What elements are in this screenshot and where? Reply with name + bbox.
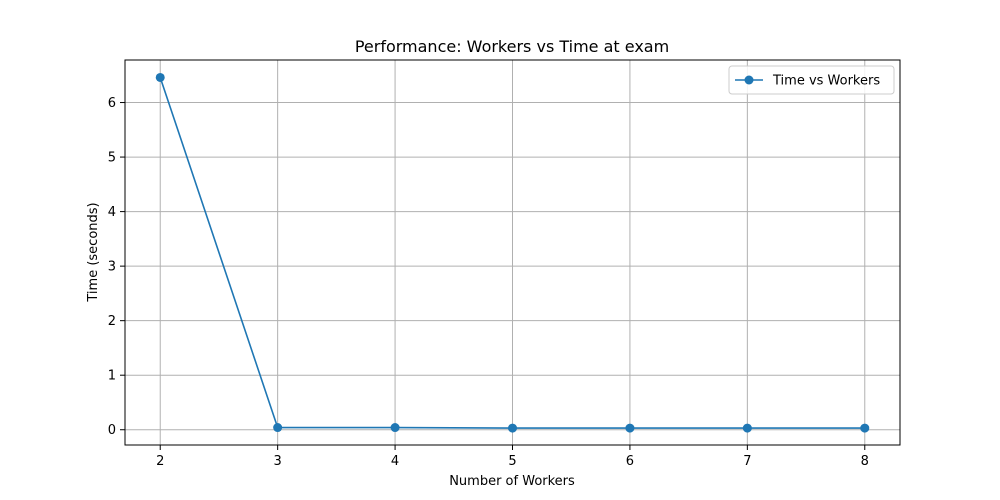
data-point [390, 423, 400, 433]
legend-marker [744, 75, 754, 85]
axis-ticks: 2 3 4 5 6 7 8 0 1 2 3 4 5 6 [108, 96, 869, 469]
data-point [742, 423, 752, 433]
legend-box [728, 65, 895, 95]
legend-label: Time vs Workers [772, 74, 880, 89]
x-tick-label: 8 [861, 454, 869, 469]
y-tick-label: 2 [108, 314, 116, 329]
x-tick-label: 6 [626, 454, 634, 469]
x-axis-label: Number of Workers [449, 474, 575, 489]
y-tick-label: 4 [108, 205, 116, 220]
plot-frame [124, 59, 901, 446]
x-tick-label: 2 [156, 454, 164, 469]
data-point [625, 423, 635, 433]
x-tick-label: 5 [508, 454, 516, 469]
y-tick-label: 0 [108, 423, 116, 438]
data-point [508, 423, 517, 433]
series-layer [155, 72, 870, 433]
data-point [860, 423, 870, 433]
y-tick-label: 1 [108, 369, 116, 384]
x-tick-label: 7 [743, 454, 751, 469]
y-tick-label: 6 [108, 96, 116, 111]
grid-lines [125, 60, 900, 445]
y-tick-label: 3 [108, 260, 116, 275]
y-axis-label: Time (seconds) [86, 202, 101, 302]
x-tick-label: 4 [391, 454, 399, 469]
x-tick-label: 3 [274, 454, 282, 469]
y-tick-label: 5 [108, 151, 116, 166]
data-point [155, 72, 165, 82]
legend: Time vs Workers [728, 65, 895, 95]
data-point [273, 423, 283, 433]
chart-title: Performance: Workers vs Time at exam [355, 37, 669, 56]
